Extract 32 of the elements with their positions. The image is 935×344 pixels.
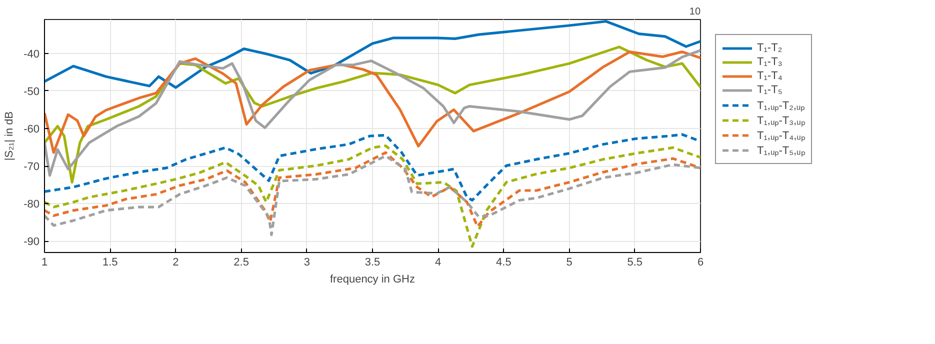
line-series (44, 133, 700, 202)
x-tick-label: 4 (435, 256, 442, 268)
y-tick-label: -70 (24, 161, 40, 174)
x-tick-label: 6 (697, 256, 704, 268)
x-axis-title: frequency in GHz (330, 274, 415, 286)
y-tick-label: -60 (24, 123, 40, 136)
legend-label: T₁-T₃ (757, 55, 782, 69)
line-series (44, 20, 700, 89)
x-tick-label: 2.5 (234, 256, 249, 268)
legend-label: T₁-T₂ (757, 41, 782, 55)
x-tick-label: 3.5 (364, 256, 380, 268)
y-tick-label: -40 (24, 48, 40, 60)
text: 10 (689, 6, 701, 18)
legend-label: T₁,ᵤₚ-T₄,ᵤₚ (757, 129, 805, 142)
line-series (44, 144, 700, 248)
x-tick-label: 5 (566, 256, 572, 268)
legend-label: T₁,ᵤₚ-T₃,ᵤₚ (757, 114, 805, 127)
y-tick-label: -90 (24, 236, 40, 248)
y-tick-label: -80 (24, 198, 40, 211)
x-tick-label: 1.5 (102, 256, 118, 268)
x-tick-label: 4.5 (496, 256, 512, 268)
x-tick-label: 5.5 (627, 256, 643, 268)
y-axis-title: |S₂₁| in dB (4, 111, 16, 161)
x-tick-label: 2 (172, 256, 179, 268)
legend-label: T₁-T₅ (757, 83, 782, 97)
x-tick-label: 3 (304, 256, 310, 268)
y-tick-label: -50 (24, 86, 40, 98)
legend-label: T₁,ᵤₚ-T₅,ᵤₚ (757, 144, 805, 157)
line-series (44, 50, 700, 154)
legend-label: T₁-T₄ (757, 69, 782, 83)
legend-label: T₁,ᵤₚ-T₂,ᵤₚ (757, 99, 805, 112)
x-tick-label: 1 (41, 256, 48, 268)
